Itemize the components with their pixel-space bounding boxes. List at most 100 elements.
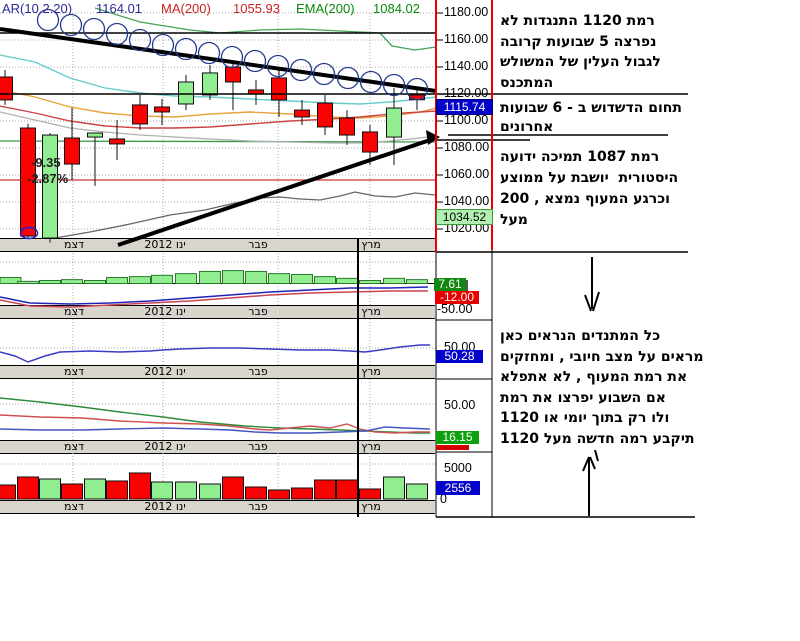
x-axis-label: פבר [248, 440, 268, 453]
annotation-text-line: מעל [500, 212, 528, 228]
annotation-paragraph: רמת 1087 תמיכה ידועה היסטורית יושבת על ממ… [500, 147, 740, 231]
x-axis-label: דצמ [63, 365, 85, 378]
candle [339, 117, 355, 136]
candle [178, 81, 194, 105]
x-axis-label: פבר [248, 238, 268, 251]
candle [42, 134, 58, 239]
sar-circle [359, 70, 383, 94]
x-axis-label: ינו 2012 [144, 500, 186, 513]
stoch-axis-label: 50.00 [444, 398, 476, 412]
sar-circle [105, 22, 129, 46]
x-axis-label: ינו 2012 [144, 238, 186, 251]
annotation-text-line: את רמת המעוף , לא אתפלא [500, 369, 688, 385]
x-axis-label: מרץ [361, 500, 381, 513]
sar-indicator-value: 1164.01 [96, 1, 143, 16]
x-axis-label: פבר [248, 305, 268, 318]
sar-circle [382, 73, 406, 97]
candle [154, 106, 170, 113]
annotation-text-line: ולו רק בתוך יומי או 1120 [500, 410, 670, 426]
macd-axis-label: -50.00 [437, 302, 473, 316]
x-axis-strip: דצמ ינו 2012 פבר מרץ [0, 238, 435, 252]
annotation-text-line: וכרגע המעוף נמצא , 200 [500, 191, 670, 207]
axis-ticks-layer [437, 12, 443, 230]
sar-circle [312, 62, 336, 86]
candle [386, 107, 402, 138]
annotation-text-line: מראים על מצב חיובי , ומחזקים [500, 348, 704, 365]
sar-circle [197, 41, 221, 65]
sar-circle [243, 49, 267, 73]
sar-circle [336, 66, 360, 90]
ma-indicator-label: MA(200) [161, 1, 211, 16]
volume-axis-label: 5000 [444, 461, 472, 475]
candle [225, 66, 241, 83]
annotation-paragraph: תחום הדשדוש ב - 6 שבועות אחרונים [500, 99, 740, 137]
x-axis-label: ינו 2012 [144, 305, 186, 318]
last-price-badge: 1115.74 [436, 99, 493, 115]
x-axis-strip: דצמ ינו 2012 פבר מרץ [0, 365, 435, 379]
price-axis-tick: 1040.00 [444, 194, 490, 208]
ma-level-badge: 1034.52 [436, 209, 493, 225]
macd-negative-badge: -12.00 [435, 291, 479, 304]
x-axis-strip: דצמ ינו 2012 פבר מרץ [0, 500, 435, 514]
ema-indicator-label: EMA(200) [296, 1, 355, 16]
annotation-text-line: כל המתנדים הנראים כאן [500, 328, 661, 344]
volume-value-badge: 2556 [436, 481, 480, 495]
x-axis-strip: דצמ ינו 2012 פבר מרץ [0, 440, 435, 454]
candle [294, 109, 310, 118]
sar-circle [220, 45, 244, 69]
candle [87, 132, 103, 138]
annotation-text-line: רמת 1120 התנגדות לא [500, 13, 655, 29]
price-axis-tick: 1140.00 [444, 59, 489, 73]
x-axis-label: דצמ [63, 440, 85, 453]
x-axis-strip: דצמ ינו 2012 פבר מרץ [0, 305, 435, 319]
annotation-paragraph: כל המתנדים הנראים כאן מראים על מצב חיובי … [500, 326, 752, 449]
x-axis-label: מרץ [361, 440, 381, 453]
annotation-text-line: לגבול העלין של המשולש [500, 54, 661, 70]
annotation-text-line: רמת 1087 תמיכה ידועה [500, 149, 660, 165]
x-axis-label: ינו 2012 [144, 365, 186, 378]
x-axis-label: מרץ [361, 365, 381, 378]
volume-zero-label: 0 [440, 492, 447, 506]
sar-circle [289, 58, 313, 82]
candle [132, 104, 148, 125]
annotations-layer [0, 0, 695, 518]
sar-circle [59, 13, 83, 37]
candle [362, 131, 378, 153]
ma-indicator-value: 1055.93 [233, 1, 280, 16]
candles-layer [0, 62, 425, 243]
candle [20, 127, 36, 237]
annotation-text-line: אם השבוע יפרצו את רמת [500, 389, 666, 406]
stoch-value-badge: 16.15 [436, 431, 479, 444]
candle [64, 137, 80, 165]
annotation-text-line: אחרונים [500, 119, 554, 135]
annotation-text-line: תחום הדשדוש ב - 6 שבועות [500, 100, 682, 116]
sar-circle [151, 33, 175, 57]
macd-histogram-layer [0, 270, 436, 285]
candle [317, 102, 333, 128]
x-axis-label: ינו 2012 [144, 440, 186, 453]
stoch-hidden-badge-strip [436, 445, 469, 450]
x-axis-label: מרץ [361, 238, 381, 251]
annotation-text-line: נפרצה 5 שבועות קרובה [500, 33, 657, 50]
x-axis-label: דצמ [63, 305, 85, 318]
x-axis-label: דצמ [63, 500, 85, 513]
x-axis-label: פבר [248, 500, 268, 513]
sar-circle [82, 17, 106, 41]
arrows-layer [582, 257, 600, 516]
x-axis-label: מרץ [361, 305, 381, 318]
x-axis-label: דצמ [63, 238, 85, 251]
change-points-label: -9.35 [31, 155, 61, 170]
x-axis-label: פבר [248, 365, 268, 378]
candle [109, 138, 125, 145]
annotation-text-line: המתכנס [500, 74, 554, 91]
price-axis-tick: 1180.00 [444, 5, 489, 19]
annotation-text-line: היסטורית יושבת על ממוצע [500, 170, 679, 186]
price-axis-tick: 1080.00 [444, 140, 490, 154]
candle [271, 77, 287, 101]
volume-bars-layer [0, 472, 428, 500]
rsi-value-badge: 50.28 [436, 350, 483, 363]
candle [202, 72, 218, 96]
price-axis-tick: 1120.00 [444, 86, 489, 100]
ema-indicator-value: 1084.02 [373, 1, 420, 16]
